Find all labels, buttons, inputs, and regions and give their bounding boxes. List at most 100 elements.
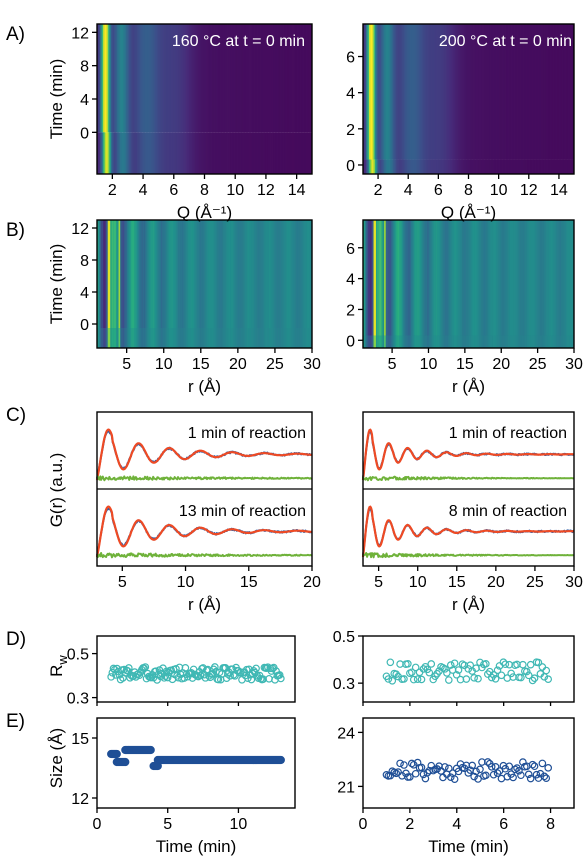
heatmap-cell bbox=[483, 335, 485, 348]
heatmap-cell bbox=[366, 335, 368, 348]
heatmap-cell bbox=[221, 328, 223, 348]
heatmap-cell bbox=[527, 220, 529, 336]
x-axis-title: r (Å) bbox=[452, 595, 485, 614]
heatmap-cell bbox=[261, 220, 263, 328]
heatmap-cell bbox=[473, 220, 475, 336]
heatmap-cell bbox=[500, 159, 503, 174]
data-point bbox=[530, 762, 539, 771]
plot-frame-c-right bbox=[362, 411, 575, 567]
heatmap-cell bbox=[566, 159, 569, 174]
heatmap-cell bbox=[164, 132, 167, 174]
heatmap-cell bbox=[436, 220, 438, 336]
heatmap-cell bbox=[496, 220, 499, 336]
heatmap-cell bbox=[528, 335, 530, 348]
heatmap-cell bbox=[412, 24, 415, 160]
heatmap-cell bbox=[500, 335, 502, 348]
data-point bbox=[482, 660, 490, 668]
panel-letter-e: E) bbox=[6, 711, 25, 732]
heatmap-cell bbox=[145, 220, 147, 328]
heatmap-cell bbox=[213, 220, 215, 328]
heatmap-cell bbox=[152, 24, 155, 133]
heatmap-cell bbox=[572, 220, 574, 336]
heatmap-cell bbox=[231, 328, 233, 348]
heatmap-cell bbox=[241, 220, 243, 328]
heatmap-cell bbox=[97, 328, 99, 348]
heatmap-cell bbox=[127, 328, 129, 348]
heatmap-cell bbox=[495, 220, 497, 336]
heatmap-cell bbox=[393, 24, 396, 160]
heatmap-cell bbox=[179, 132, 182, 174]
heatmap-cell bbox=[374, 220, 376, 336]
heatmap-cell bbox=[535, 220, 537, 336]
heatmap-cell bbox=[126, 24, 129, 133]
heatmap-cell bbox=[385, 159, 388, 174]
heatmap-cell bbox=[435, 335, 437, 348]
heatmap-cell bbox=[138, 132, 141, 174]
heatmap-cell bbox=[102, 220, 104, 328]
heatmap-cell bbox=[438, 220, 440, 336]
heatmap-cell bbox=[218, 24, 221, 133]
y-tick-label: 6 bbox=[346, 241, 355, 258]
heatmap-cell bbox=[451, 220, 453, 336]
heatmap-cell bbox=[143, 132, 146, 174]
heatmap-cell bbox=[461, 335, 463, 348]
heatmap-cell bbox=[385, 335, 387, 348]
x-tick-label: 2 bbox=[108, 182, 117, 199]
heatmap-cell bbox=[161, 24, 164, 133]
heatmap-cell bbox=[163, 220, 165, 328]
heatmap-cell bbox=[390, 335, 392, 348]
heatmap-cell bbox=[197, 328, 200, 348]
heatmap-cell bbox=[509, 335, 511, 348]
heatmap-cell bbox=[454, 159, 457, 174]
heatmap-cell bbox=[221, 220, 223, 328]
heatmap-cell bbox=[147, 220, 149, 328]
heatmap-cell bbox=[567, 159, 570, 174]
heatmap-cell bbox=[370, 335, 372, 348]
heatmap-cell bbox=[152, 132, 155, 174]
heatmap-cell bbox=[430, 335, 432, 348]
heatmap-cell bbox=[381, 220, 383, 336]
axis-title-b-left-y: Time (min) bbox=[47, 244, 66, 325]
heatmap-cell bbox=[118, 220, 120, 328]
heatmap-cell bbox=[447, 335, 449, 348]
heatmap-cell bbox=[136, 24, 139, 133]
panel-letter-d: D) bbox=[6, 629, 26, 650]
heatmap-cell bbox=[407, 220, 409, 336]
heatmap-cell bbox=[115, 220, 117, 328]
heatmap-cell bbox=[299, 220, 301, 328]
y-tick-label: 0.3 bbox=[333, 676, 355, 693]
heatmap-cell bbox=[198, 328, 200, 348]
data-point bbox=[427, 660, 436, 668]
heatmap-cell bbox=[394, 335, 396, 348]
heatmap-cell bbox=[416, 220, 418, 336]
heatmap-cell bbox=[307, 220, 309, 328]
heatmap-cell bbox=[409, 335, 411, 348]
heatmap-cell bbox=[197, 328, 199, 348]
heatmap-cell bbox=[144, 220, 146, 328]
heatmap-cell bbox=[488, 220, 490, 336]
heatmap-cell bbox=[401, 220, 403, 336]
heatmap-cell bbox=[414, 220, 416, 336]
heatmap-cell bbox=[192, 328, 195, 348]
heatmap-cell bbox=[229, 328, 231, 348]
heatmap-cell bbox=[548, 220, 550, 336]
x-tick-label: 15 bbox=[456, 356, 474, 373]
heatmap-cell bbox=[559, 220, 561, 336]
data-point bbox=[462, 675, 471, 683]
heatmap-cell bbox=[97, 24, 99, 133]
heatmap-cell bbox=[439, 220, 441, 336]
heatmap-cell bbox=[535, 220, 537, 336]
heatmap-cell bbox=[526, 220, 528, 336]
axis-title-a-left-y: Time (min) bbox=[47, 59, 66, 140]
heatmap-cell bbox=[244, 328, 246, 348]
heatmap-a-left bbox=[97, 24, 312, 174]
data-point bbox=[409, 675, 418, 684]
heatmap-cell bbox=[371, 335, 374, 348]
heatmap-cell bbox=[140, 328, 142, 348]
heatmap-cell bbox=[549, 335, 551, 348]
heatmap-cell bbox=[221, 132, 224, 174]
heatmap-cell bbox=[239, 328, 241, 348]
heatmap-cell bbox=[106, 328, 109, 348]
heatmap-cell bbox=[454, 24, 457, 160]
heatmap-cell bbox=[558, 335, 560, 348]
